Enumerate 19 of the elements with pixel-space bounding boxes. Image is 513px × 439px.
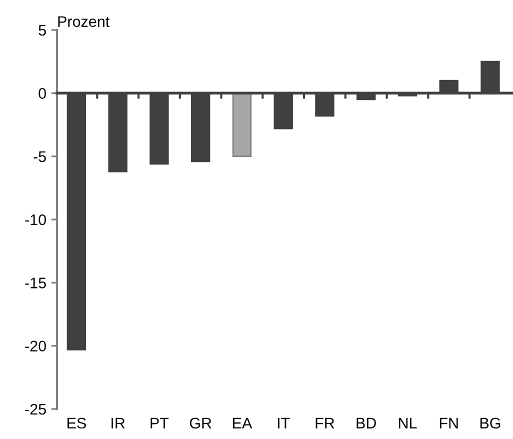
y-tick-label: -10	[25, 214, 46, 226]
y-tick-label: -15	[25, 278, 46, 288]
y-tick-label: -20	[25, 340, 46, 352]
y-tick-label: 5	[38, 25, 46, 36]
y-tick-label: -5	[34, 151, 46, 162]
x-tick-label: PT	[150, 418, 169, 428]
x-tick-label: IR	[112, 418, 125, 428]
x-tick-label: IT	[278, 418, 290, 428]
y-axis-title: Prozent	[58, 16, 110, 27]
x-tick-label: EA	[233, 418, 252, 428]
x-tick-label: NL	[398, 418, 417, 428]
y-tick-label: 0	[38, 88, 46, 99]
x-tick-label: BG	[480, 418, 500, 429]
x-tick-label: ES	[68, 418, 86, 429]
x-tick-label: FN	[440, 418, 458, 428]
x-tick-label: FR	[316, 418, 334, 428]
y-tick-label: -25	[25, 404, 46, 415]
x-tick-label: BD	[356, 418, 376, 428]
x-tick-label: GR	[190, 418, 212, 429]
